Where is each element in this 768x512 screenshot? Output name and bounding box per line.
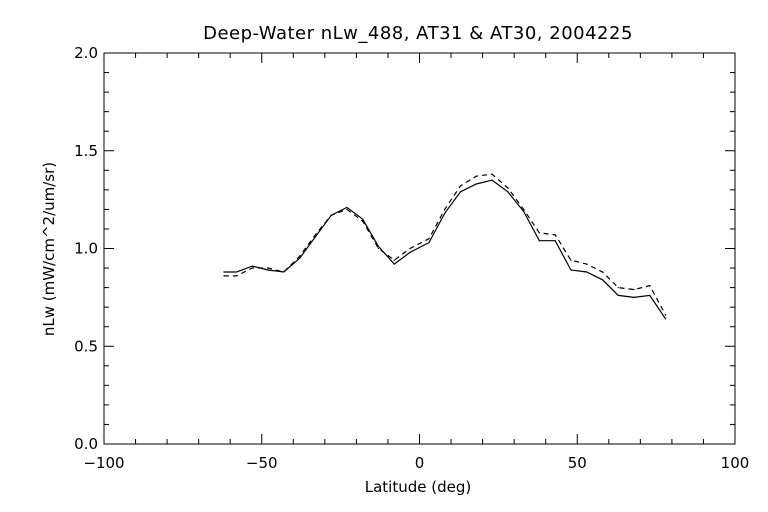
- series-2-point: [299, 255, 301, 257]
- x-tick-label: −50: [246, 454, 278, 472]
- series-1-point: [507, 191, 509, 193]
- series-2-point: [251, 267, 253, 269]
- series-2-point: [235, 275, 238, 277]
- series-1-point: [570, 269, 572, 271]
- series-2-point: [444, 208, 446, 210]
- series-2-point: [601, 271, 604, 273]
- series-2-point: [459, 185, 462, 187]
- series-2-point: [223, 275, 225, 277]
- series-1-point: [633, 296, 635, 298]
- series-2-point: [377, 247, 380, 250]
- series-1-point: [459, 191, 462, 193]
- series-1-point: [393, 263, 395, 265]
- x-tick-label: −100: [83, 454, 124, 472]
- plot-frame: [103, 52, 736, 445]
- series-line-2: [223, 173, 667, 316]
- series-1-point: [475, 183, 477, 185]
- series-1-point: [444, 212, 446, 214]
- series-2-point: [538, 232, 540, 234]
- y-tick-label: 1.5: [74, 142, 98, 160]
- ticks-layer: [103, 52, 736, 445]
- series-1-point: [523, 210, 525, 212]
- series-1-point: [346, 206, 348, 209]
- series-1-point: [362, 218, 364, 220]
- series-2-point: [267, 267, 269, 269]
- series-1-point: [538, 240, 540, 242]
- series-1-point: [314, 236, 316, 238]
- series-1-point: [617, 294, 619, 297]
- series-2-point: [346, 208, 348, 210]
- y-axis-title: nLw (mW/cm^2/um/sr): [40, 162, 58, 336]
- series-2-point: [633, 288, 635, 291]
- series-2-point: [283, 271, 285, 273]
- series-2-point: [664, 314, 667, 316]
- y-tick-label: 1.0: [74, 240, 98, 258]
- series-1-point: [586, 271, 588, 273]
- y-tick-label: 2.0: [74, 44, 98, 62]
- series-2-point: [393, 259, 395, 261]
- series-2-point: [362, 220, 364, 222]
- series-2-point: [409, 247, 411, 250]
- series-1-point: [223, 271, 225, 273]
- series-2-point: [314, 234, 316, 236]
- series-2-point: [617, 287, 619, 289]
- series-2-point: [428, 238, 430, 240]
- series-1-point: [601, 279, 604, 281]
- y-tick-label: 0.5: [74, 337, 98, 355]
- series-1-point: [649, 294, 651, 297]
- x-axis-title: Latitude (deg): [365, 478, 471, 496]
- series-2-point: [570, 259, 572, 261]
- series-2-point: [491, 173, 493, 175]
- series-2-point: [586, 263, 588, 265]
- series-1-point: [235, 271, 238, 273]
- tick-labels-layer: −100 −50 0 50 100 0.0 0.5 1.0 1.5 2.0: [74, 44, 749, 472]
- x-tick-label: 50: [568, 454, 587, 472]
- series-1-point: [251, 265, 253, 267]
- series-2-point: [475, 175, 477, 177]
- x-tick-label: 100: [721, 454, 750, 472]
- series-layer: [223, 173, 667, 320]
- series-1-point: [299, 257, 301, 259]
- series-1-point: [491, 179, 493, 181]
- x-tick-label: 0: [415, 454, 425, 472]
- series-1-point: [664, 318, 667, 320]
- series-1-point: [554, 240, 556, 242]
- series-1-point: [409, 251, 411, 254]
- series-2-point: [554, 234, 556, 236]
- series-2-point: [507, 187, 509, 189]
- series-1-point: [428, 242, 430, 244]
- series-1-point: [267, 269, 269, 271]
- chart-title: Deep-Water nLw_488, AT31 & AT30, 2004225: [203, 23, 633, 44]
- y-tick-label: 0.0: [74, 435, 98, 453]
- series-line-1: [223, 179, 667, 320]
- series-2-point: [523, 208, 525, 210]
- series-2-point: [330, 214, 332, 216]
- series-2-point: [649, 285, 651, 287]
